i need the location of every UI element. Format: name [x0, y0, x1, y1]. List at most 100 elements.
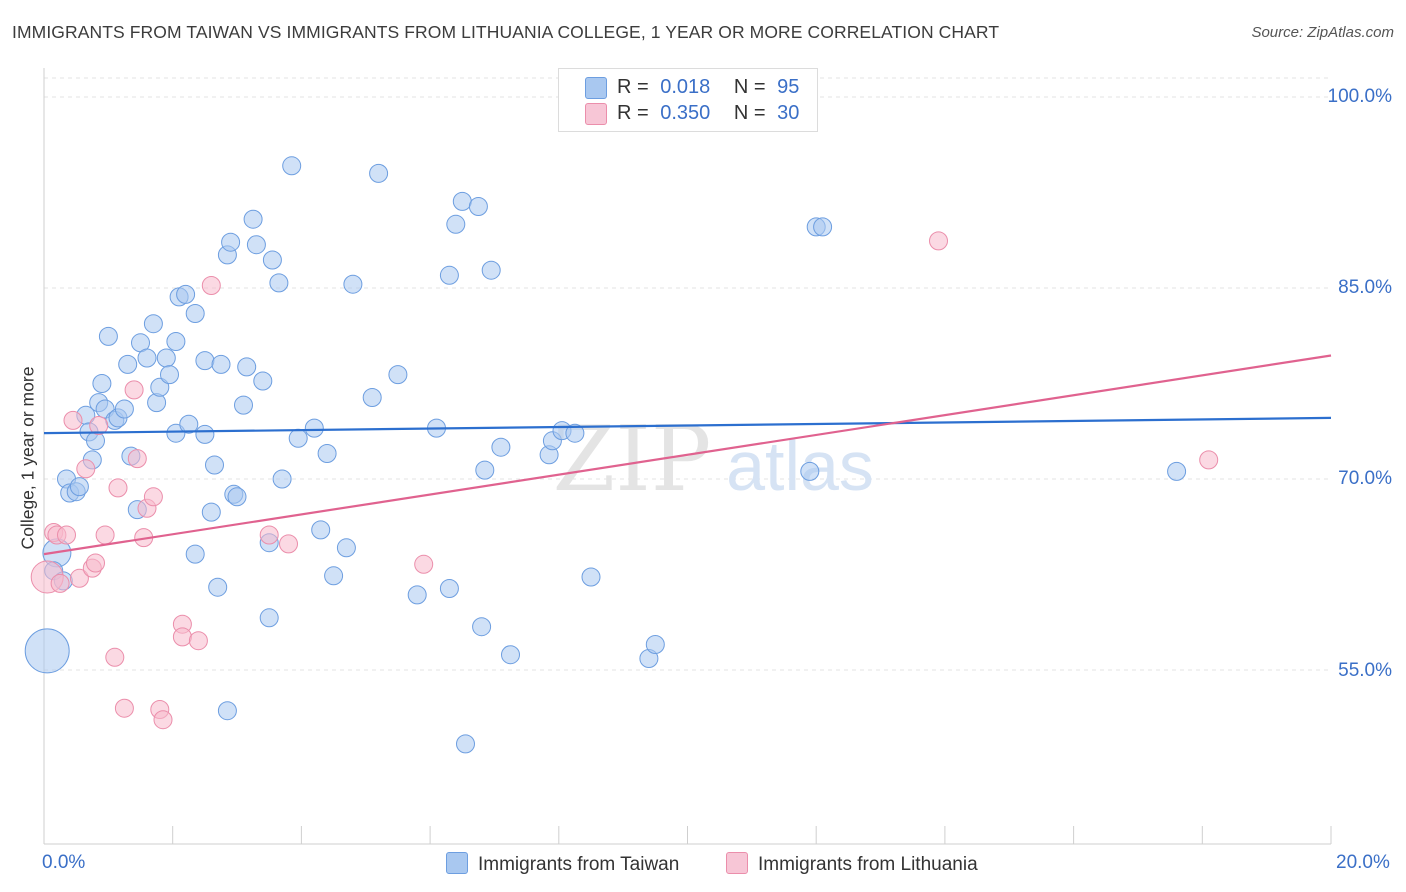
taiwan-point — [407, 585, 427, 605]
lithuania-point — [259, 525, 279, 545]
legend-n-label: N = — [733, 76, 766, 98]
lithuania-point — [108, 478, 128, 498]
taiwan-point — [304, 418, 324, 438]
taiwan-point — [288, 428, 308, 448]
legend-swatch-lithuania — [585, 103, 607, 125]
taiwan-point — [800, 461, 820, 481]
legend-n-value: 30 — [777, 102, 800, 124]
chart-title: IMMIGRANTS FROM TAIWAN VS IMMIGRANTS FRO… — [12, 22, 1000, 42]
taiwan-point — [166, 332, 186, 351]
taiwan-point — [195, 424, 215, 444]
taiwan-point — [491, 437, 511, 457]
lithuania-point — [124, 380, 144, 400]
taiwan-point — [472, 617, 492, 637]
lithuania-point — [86, 553, 105, 573]
taiwan-point — [227, 487, 247, 507]
taiwan-point — [237, 357, 257, 377]
lithuania-point — [57, 525, 76, 545]
trend-line-lithuania — [43, 354, 1332, 556]
taiwan-point — [221, 232, 241, 252]
taiwan-point — [269, 273, 289, 293]
taiwan-point — [645, 635, 665, 654]
taiwan-point — [246, 235, 266, 255]
taiwan-point — [147, 393, 167, 413]
legend-n-value: 95 — [777, 76, 800, 98]
bottom-legend-label-taiwan: Immigrants from Taiwan — [478, 854, 680, 875]
y-tick-label: 55.0% — [1338, 660, 1392, 681]
taiwan-point — [92, 374, 112, 393]
lithuania-point — [69, 568, 89, 588]
taiwan-point — [166, 423, 186, 443]
taiwan-point — [475, 460, 495, 480]
legend-r-value: 0.350 — [660, 102, 711, 124]
taiwan-point — [150, 377, 170, 397]
lithuania-point — [188, 631, 208, 651]
x-tick-label: 0.0% — [42, 852, 86, 873]
taiwan-point — [201, 502, 221, 522]
taiwan-point — [259, 608, 279, 628]
taiwan-point — [243, 209, 263, 229]
lithuania-point — [929, 231, 948, 251]
lithuania-point — [127, 449, 147, 469]
taiwan-point — [336, 538, 356, 558]
lithuania-point — [114, 698, 134, 718]
taiwan-point — [234, 395, 253, 415]
taiwan-point — [176, 284, 196, 304]
taiwan-point — [208, 577, 228, 597]
lithuania-point — [172, 627, 192, 647]
taiwan-point — [813, 217, 833, 237]
axes — [43, 68, 1332, 845]
x-tick-label: 20.0% — [1336, 852, 1390, 873]
watermark-atlas: atlas — [726, 427, 874, 505]
lithuania-point — [50, 573, 70, 593]
taiwan-point — [439, 579, 459, 598]
taiwan-point — [262, 250, 282, 270]
taiwan-point — [388, 365, 408, 385]
lithuania-point — [414, 554, 434, 574]
taiwan-point — [439, 265, 459, 285]
series-lithuania-points — [30, 231, 1219, 730]
taiwan-point — [501, 645, 520, 665]
taiwan-point — [311, 520, 331, 540]
bottom-legend-taiwan: Immigrants from Taiwan — [446, 852, 679, 876]
gridlines — [44, 77, 1331, 671]
taiwan-point — [195, 351, 215, 371]
legend-r-label: R = — [617, 102, 649, 124]
taiwan-point — [143, 314, 163, 334]
lithuania-point — [95, 525, 115, 545]
taiwan-point — [317, 444, 337, 463]
taiwan-point — [205, 455, 224, 475]
taiwan-point — [217, 701, 237, 721]
taiwan-point — [369, 163, 389, 183]
lithuania-point — [89, 416, 109, 435]
taiwan-point — [581, 567, 601, 587]
taiwan-point — [69, 477, 89, 497]
lithuania-point — [63, 410, 83, 430]
bottom-legend-swatch-taiwan — [446, 852, 468, 874]
taiwan-point — [185, 304, 205, 323]
lithuania-point — [76, 459, 96, 479]
correlation-legend: R = 0.018 N = 95 R = 0.350 N = 30 — [558, 68, 818, 132]
taiwan-point — [179, 414, 199, 434]
legend-swatch-taiwan — [585, 77, 607, 99]
legend-n-label: N = — [733, 102, 766, 124]
lithuania-point — [279, 534, 298, 554]
taiwan-point — [86, 431, 105, 451]
legend-r-value: 0.018 — [660, 76, 711, 98]
y-tick-label: 85.0% — [1338, 277, 1392, 298]
taiwan-point — [118, 354, 138, 374]
lithuania-point — [105, 647, 125, 667]
legend-r-label: R = — [617, 76, 649, 98]
y-tick-label: 70.0% — [1338, 468, 1392, 489]
taiwan-point — [565, 423, 585, 443]
bottom-legend-label-lithuania: Immigrants from Lithuania — [758, 854, 978, 875]
taiwan-point — [114, 399, 134, 419]
lithuania-point — [201, 276, 221, 295]
source-label: Source: ZipAtlas.com — [1251, 24, 1394, 41]
taiwan-point — [452, 191, 472, 211]
taiwan-point — [185, 544, 205, 564]
taiwan-point — [156, 348, 176, 368]
taiwan-point — [343, 274, 363, 294]
bottom-legend-swatch-lithuania — [726, 852, 748, 874]
